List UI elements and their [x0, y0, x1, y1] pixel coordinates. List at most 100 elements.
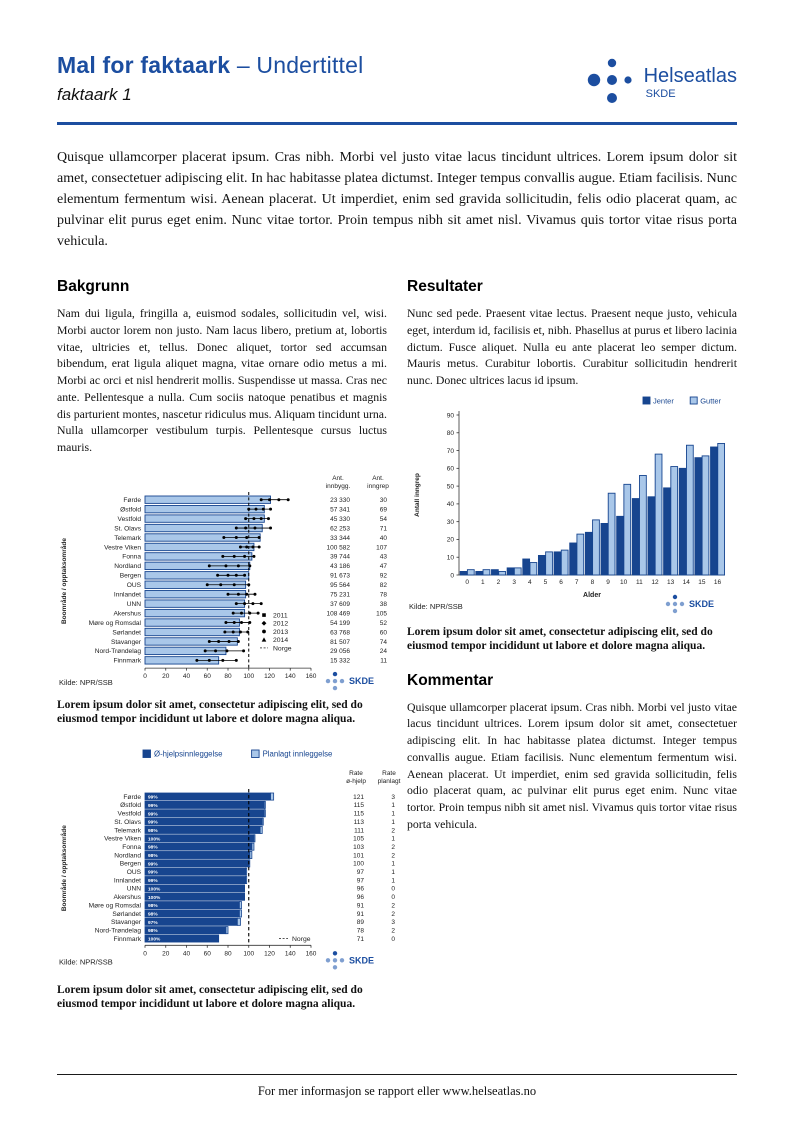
- svg-text:UNN: UNN: [127, 601, 142, 608]
- svg-text:Fonna: Fonna: [122, 553, 141, 560]
- svg-text:2: 2: [391, 902, 395, 909]
- svg-text:1: 1: [481, 579, 485, 586]
- svg-text:13: 13: [667, 579, 675, 586]
- footer-text: For mer informasjon se rapport eller www…: [257, 1084, 537, 1098]
- svg-text:70: 70: [447, 448, 455, 455]
- svg-text:52: 52: [380, 620, 388, 627]
- svg-text:1: 1: [391, 869, 395, 876]
- svg-text:Nord-Trøndelag: Nord-Trøndelag: [95, 648, 142, 655]
- svg-text:15: 15: [698, 579, 706, 586]
- svg-text:99%: 99%: [148, 878, 158, 884]
- svg-text:91: 91: [357, 910, 365, 917]
- svg-text:2: 2: [391, 827, 395, 834]
- svg-text:2: 2: [391, 927, 395, 934]
- svg-text:0: 0: [391, 894, 395, 901]
- header: Mal for faktaark – Undertittel faktaark …: [57, 52, 737, 125]
- svg-text:3: 3: [391, 919, 395, 926]
- svg-text:Boområde / opptaksområde: Boområde / opptaksområde: [60, 537, 68, 623]
- svg-text:9: 9: [606, 579, 610, 586]
- svg-text:Kilde: NPR/SSB: Kilde: NPR/SSB: [59, 678, 113, 687]
- svg-text:Møre og Romsdal: Møre og Romsdal: [89, 620, 142, 627]
- svg-text:10: 10: [447, 554, 455, 561]
- chart2-caption: Lorem ipsum dolor sit amet, consectetur …: [407, 625, 713, 653]
- svg-text:30: 30: [380, 497, 388, 504]
- svg-text:2: 2: [497, 579, 501, 586]
- svg-text:45 330: 45 330: [330, 516, 350, 523]
- svg-text:4: 4: [528, 579, 532, 586]
- svg-text:103: 103: [353, 843, 364, 850]
- svg-text:0: 0: [450, 572, 454, 579]
- svg-text:60: 60: [380, 629, 388, 636]
- svg-text:2: 2: [391, 843, 395, 850]
- svg-text:St. Olavs: St. Olavs: [114, 525, 141, 532]
- svg-text:97: 97: [357, 877, 365, 884]
- logo-name: Helseatlas: [643, 64, 737, 87]
- svg-text:99%: 99%: [148, 869, 158, 875]
- svg-text:St. Olavs: St. Olavs: [114, 818, 141, 825]
- svg-text:2012: 2012: [273, 620, 288, 627]
- svg-text:91 673: 91 673: [330, 572, 350, 579]
- kommentar-heading: Kommentar: [407, 671, 494, 689]
- svg-text:11: 11: [380, 657, 387, 664]
- svg-text:16: 16: [714, 579, 722, 586]
- svg-text:105: 105: [353, 835, 364, 842]
- svg-text:2013: 2013: [273, 629, 288, 636]
- svg-text:98%: 98%: [148, 844, 158, 850]
- svg-text:54: 54: [380, 516, 388, 523]
- page-subtitle: faktaark 1: [57, 85, 132, 104]
- svg-text:82: 82: [380, 582, 388, 589]
- svg-text:3: 3: [391, 793, 395, 800]
- svg-text:100: 100: [243, 950, 254, 957]
- svg-text:1: 1: [391, 810, 395, 817]
- svg-text:SKDE: SKDE: [349, 676, 374, 686]
- svg-text:100%: 100%: [148, 836, 161, 842]
- svg-text:UNN: UNN: [127, 885, 142, 892]
- svg-text:7: 7: [575, 579, 579, 586]
- svg-text:0: 0: [143, 673, 147, 680]
- svg-text:Norge: Norge: [292, 935, 311, 942]
- svg-text:47: 47: [380, 563, 388, 570]
- svg-text:Bergen: Bergen: [120, 572, 142, 579]
- svg-text:99%: 99%: [148, 802, 158, 808]
- svg-text:29 056: 29 056: [330, 648, 350, 655]
- svg-text:SKDE: SKDE: [349, 955, 374, 965]
- svg-text:12: 12: [651, 579, 659, 586]
- svg-text:Østfold: Østfold: [120, 506, 141, 513]
- logo-sub: SKDE: [645, 87, 676, 100]
- svg-text:planlagt: planlagt: [378, 778, 401, 785]
- svg-text:Nordland: Nordland: [114, 563, 141, 570]
- svg-text:1: 1: [391, 818, 395, 825]
- svg-text:1: 1: [391, 835, 395, 842]
- svg-text:99%: 99%: [148, 819, 158, 825]
- svg-text:Vestfold: Vestfold: [118, 810, 142, 817]
- svg-text:100: 100: [243, 673, 254, 680]
- resultater-heading: Resultater: [407, 278, 483, 295]
- svg-text:37 609: 37 609: [330, 601, 350, 608]
- header-titles: Mal for faktaark – Undertittel faktaark …: [57, 52, 363, 105]
- svg-text:50: 50: [447, 483, 455, 490]
- footer: For mer informasjon se rapport eller www…: [57, 1074, 737, 1099]
- svg-text:75 231: 75 231: [330, 591, 350, 598]
- svg-text:1: 1: [391, 877, 395, 884]
- svg-text:40: 40: [447, 501, 455, 508]
- svg-text:97%: 97%: [148, 919, 158, 925]
- svg-text:98%: 98%: [148, 928, 158, 934]
- svg-text:140: 140: [285, 673, 296, 680]
- svg-text:Stavanger: Stavanger: [111, 639, 142, 646]
- svg-text:Jenter: Jenter: [653, 396, 674, 405]
- svg-text:Kilde: NPR/SSB: Kilde: NPR/SSB: [59, 957, 113, 966]
- bakgrunn-heading: Bakgrunn: [57, 278, 130, 295]
- helseatlas-dots-icon: [587, 58, 632, 103]
- svg-text:78: 78: [357, 927, 365, 934]
- svg-text:105: 105: [376, 610, 387, 617]
- svg-text:Gutter: Gutter: [700, 396, 721, 405]
- svg-text:24: 24: [380, 648, 388, 655]
- svg-text:40: 40: [380, 535, 388, 542]
- svg-text:62 253: 62 253: [330, 525, 350, 532]
- svg-text:92: 92: [380, 572, 388, 579]
- svg-text:60: 60: [204, 950, 212, 957]
- svg-text:SKDE: SKDE: [689, 599, 714, 609]
